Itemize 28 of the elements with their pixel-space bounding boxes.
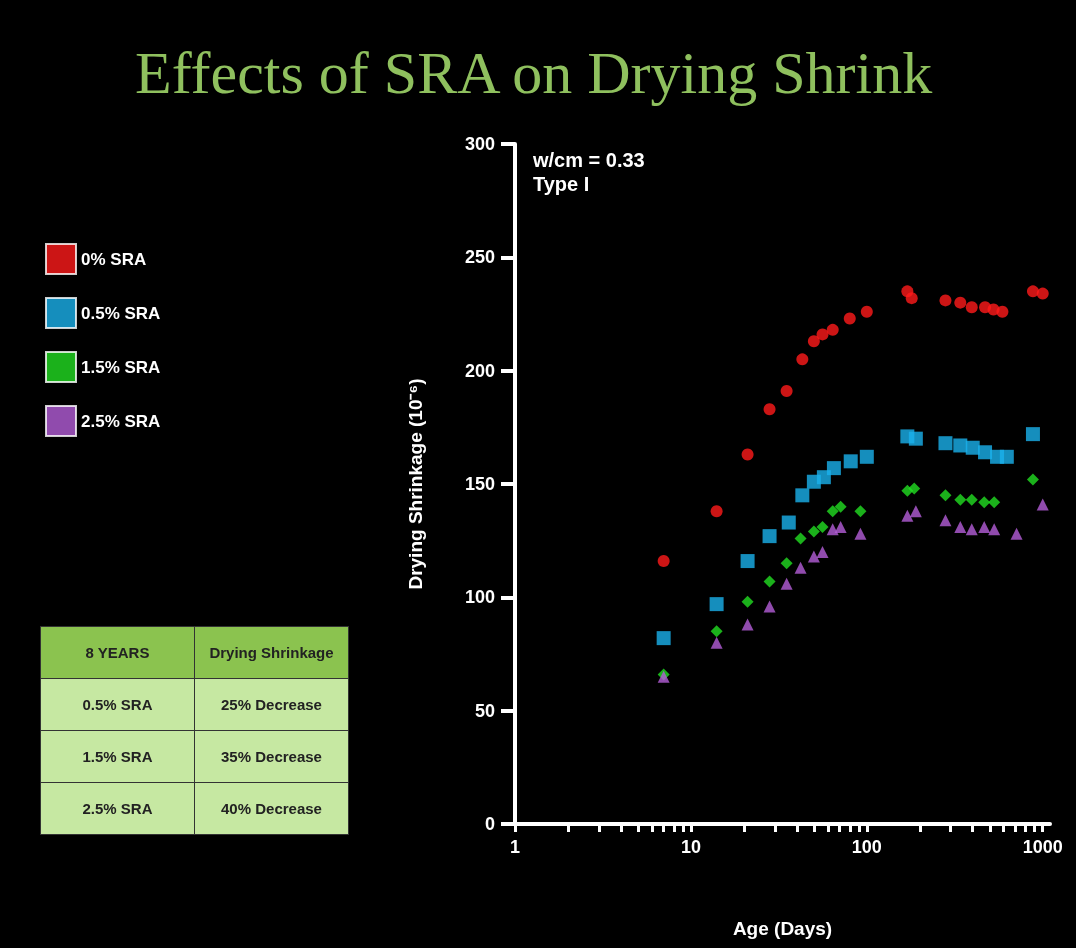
y-tick-label: 100 bbox=[464, 587, 495, 608]
annotation: w/cm = 0.33 bbox=[532, 149, 645, 171]
text: 8 YEARS bbox=[40, 626, 195, 679]
y-axis-title: Drying Shrinkage (10⁻⁶) bbox=[405, 378, 426, 590]
annotation: Type I bbox=[533, 173, 590, 195]
x-axis-title: Age (Days) bbox=[732, 918, 833, 939]
legend-label: 1.5% SRA bbox=[81, 357, 161, 377]
legend-label: 2.5% SRA bbox=[81, 411, 161, 431]
y-tick-label: 300 bbox=[464, 134, 495, 154]
x-tick-label: 100 bbox=[851, 837, 882, 857]
text: 40% Decrease bbox=[194, 782, 349, 835]
chart-title: Effects of SRA on Drying Shrink bbox=[135, 40, 933, 106]
legend-label: 0% SRA bbox=[81, 249, 147, 269]
y-tick-label: 150 bbox=[464, 474, 495, 494]
x-tick-label: 1 bbox=[509, 837, 521, 857]
x-tick-label: 1000 bbox=[1022, 837, 1063, 857]
text: 1.5% SRA bbox=[40, 730, 195, 783]
text: Drying Shrinkage bbox=[194, 626, 349, 679]
text: 25% Decrease bbox=[194, 678, 349, 731]
text: 0.5% SRA bbox=[40, 678, 195, 731]
x-tick-label: 10 bbox=[680, 837, 701, 857]
text: 35% Decrease bbox=[194, 730, 349, 783]
legend-label: 0.5% SRA bbox=[81, 303, 161, 323]
y-tick-label: 200 bbox=[464, 360, 495, 381]
y-tick-label: 250 bbox=[464, 247, 495, 268]
y-tick-label: 0 bbox=[484, 814, 495, 834]
y-tick-label: 50 bbox=[474, 700, 495, 721]
text: 2.5% SRA bbox=[40, 782, 195, 835]
